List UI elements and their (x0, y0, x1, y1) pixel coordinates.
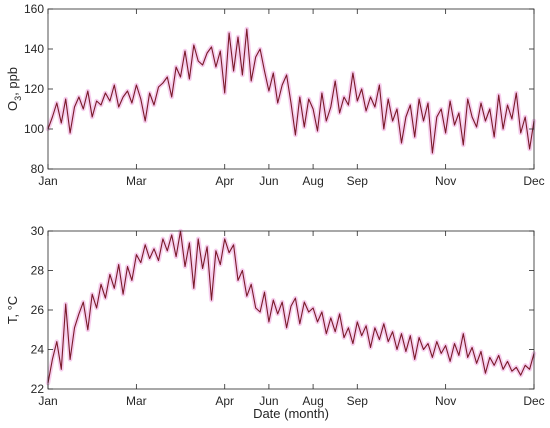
x-tick-label: Aug (302, 174, 323, 188)
x-tick-label: Sep (347, 394, 369, 408)
x-tick-label: Jun (259, 174, 278, 188)
x-tick-label: Jan (38, 394, 57, 408)
x-tick-label: Dec (523, 174, 544, 188)
temperature-y-ticks: 22 24 26 28 30 (31, 224, 534, 396)
temperature-series-group (45, 228, 537, 386)
x-tick-label: Nov (435, 394, 456, 408)
x-tick-label: Jan (38, 174, 57, 188)
ozone-y-axis-label: O3, ppb (5, 67, 23, 111)
temperature-panel: 22 24 26 28 30 Jan Mar Apr Jun Aug Sep Nov Dec T, °… (5, 224, 545, 421)
y-tick-label: 28 (31, 264, 45, 278)
x-tick-label: Aug (302, 394, 323, 408)
ozone-series-halo (45, 26, 537, 156)
y-tick-label: 24 (31, 343, 45, 357)
x-tick-label: Sep (347, 174, 369, 188)
ozone-y-ticks: 80 100 120 140 160 (24, 2, 534, 176)
x-tick-label: Dec (523, 394, 544, 408)
y-tick-label: 30 (31, 224, 45, 238)
temperature-series-line (47, 230, 535, 384)
x-tick-label: Nov (435, 174, 456, 188)
ozone-series-group (45, 26, 537, 156)
y-tick-label: 100 (24, 122, 44, 136)
y-tick-label: 160 (24, 2, 44, 16)
y-tick-label: 22 (31, 382, 45, 396)
temperature-x-ticks: Jan Mar Apr Jun Aug Sep Nov Dec (38, 231, 545, 408)
temperature-y-axis-label: T, °C (5, 296, 20, 324)
x-tick-label: Mar (126, 174, 147, 188)
x-tick-label: Apr (215, 174, 234, 188)
y-tick-label: 140 (24, 42, 44, 56)
y-tick-label: 120 (24, 82, 44, 96)
y-tick-label: 26 (31, 303, 45, 317)
x-tick-label: Apr (215, 394, 234, 408)
x-tick-label: Mar (126, 394, 147, 408)
ozone-x-ticks: Jan Mar Apr Jun Aug Sep Nov Dec (38, 9, 545, 188)
temperature-x-axis-label: Date (month) (253, 406, 329, 421)
y-tick-label: 80 (31, 162, 45, 176)
ozone-series-line (47, 28, 535, 154)
x-tick-label: Jun (259, 394, 278, 408)
